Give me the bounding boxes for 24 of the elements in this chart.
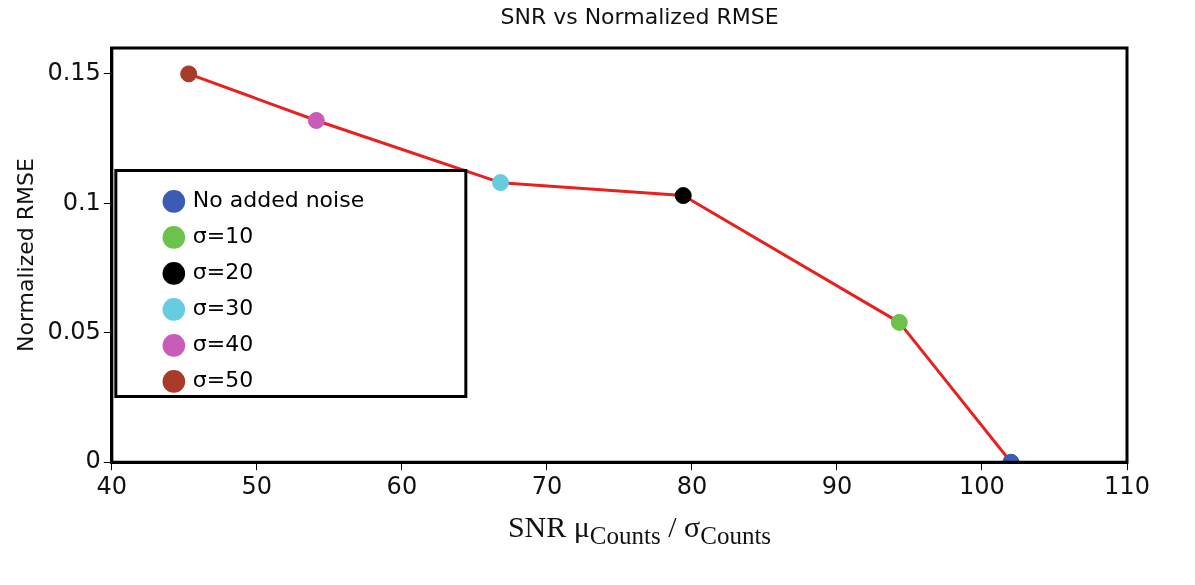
legend-label: σ=10 [192,223,254,249]
x-tick-label: 70 [531,471,563,500]
y-tick-label: 0.15 [47,58,101,87]
y-tick-label: 0.1 [62,187,101,216]
y-tick-label: 0.05 [47,317,101,345]
legend-label: σ=50 [192,367,254,393]
point [307,111,325,129]
legend-label: No added noise [192,187,365,213]
x-tick-label: 100 [959,471,1005,500]
x-tick-label: 80 [676,471,708,500]
legend-label: σ=40 [192,331,254,357]
legend-label: σ=30 [192,295,254,321]
point [890,313,908,331]
point [674,187,692,205]
chart-title: SNR vs Normalized RMSE [499,4,780,29]
y-axis-title: Normalized RMSE [12,158,38,353]
x-tick-label: 60 [386,471,418,500]
x-axis-title: SNR μ$_{Counts}$ / σ$_{Counts}$ [506,510,773,550]
x-tick-label: 90 [821,471,853,500]
point [180,65,198,83]
x-tick-label: 50 [241,471,273,500]
point [492,174,509,192]
x-tick-label: 110 [1104,471,1150,500]
legend-label: σ=20 [192,259,254,285]
